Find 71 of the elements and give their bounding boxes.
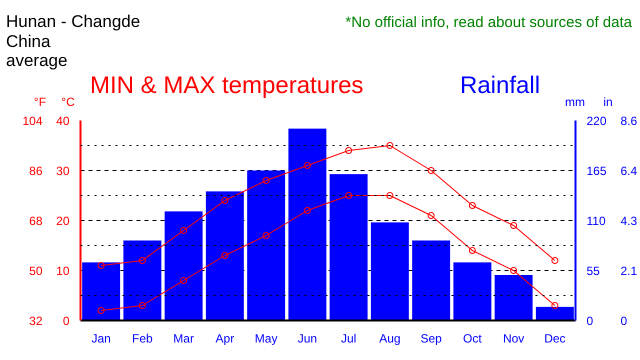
y2-tick-label: 165: [586, 164, 607, 178]
bar: [370, 222, 409, 320]
bar: [123, 240, 162, 320]
chart-title: Hunan - Changde China average: [6, 12, 140, 71]
x-tick-label: Sep: [420, 332, 442, 346]
text: Rainfall: [460, 72, 540, 100]
point: [262, 232, 270, 239]
point: [180, 227, 188, 234]
point: [221, 252, 228, 259]
point: [468, 202, 476, 209]
bar: [412, 240, 450, 320]
x-tick-label: Jun: [298, 332, 318, 346]
y3-tick-label: 50: [29, 264, 43, 278]
text: 8.6: [620, 114, 638, 128]
point: [510, 222, 518, 229]
point: [138, 302, 146, 309]
y-tick-label: 0: [62, 314, 70, 328]
text: 0: [620, 314, 628, 328]
text: 6.4: [620, 164, 638, 178]
y3-tick-label: 104: [22, 114, 43, 128]
y2-tick-label: 55: [586, 264, 600, 278]
point: [428, 212, 435, 219]
x-tick-label: Feb: [132, 332, 154, 346]
text: MIN & MAX temperatures: [90, 72, 364, 100]
text: in: [603, 95, 613, 110]
y2-tick-label: 110: [586, 214, 606, 228]
bar: [288, 128, 326, 320]
bar: [82, 262, 120, 320]
text: 2.1: [620, 264, 638, 278]
point: [221, 197, 228, 204]
y3-tick-label: 86: [29, 164, 43, 178]
point: [428, 167, 435, 174]
y3-tick-label: 68: [29, 214, 43, 228]
y2-axis-title: mm: [565, 95, 585, 110]
y2-tick-label: 0: [586, 314, 594, 328]
x-tick-label: Aug: [379, 332, 401, 346]
bar: [494, 275, 533, 320]
bar: [164, 211, 203, 320]
bar: [453, 262, 492, 320]
point: [345, 147, 352, 154]
point: [386, 142, 394, 149]
y-axis-title: °C: [61, 95, 75, 110]
point: [304, 162, 311, 169]
text: *No official info, read about sources of data: [345, 14, 632, 32]
y-tick-label: 20: [56, 214, 70, 228]
point: [468, 247, 476, 254]
y-tick-label: 40: [56, 114, 70, 128]
bar: [330, 174, 368, 320]
x-tick-label: Apr: [216, 332, 234, 346]
y-tick-label: 30: [56, 164, 70, 178]
y-tick-label: 10: [56, 264, 70, 278]
point: [180, 277, 188, 284]
point: [386, 192, 394, 199]
x-tick-label: Mar: [173, 332, 194, 346]
point: [345, 192, 352, 199]
point: [138, 257, 146, 264]
x-tick-label: Dec: [544, 332, 566, 346]
x-tick-label: Jan: [91, 332, 111, 346]
point: [510, 267, 518, 274]
x-tick-label: Jul: [340, 332, 356, 346]
y2-tick-label: 220: [586, 114, 607, 128]
x-tick-label: Oct: [463, 332, 482, 346]
point: [262, 177, 270, 184]
y3-axis-title: °F: [34, 95, 46, 110]
bar: [206, 191, 244, 320]
x-tick-label: Nov: [502, 332, 524, 346]
y3-tick-label: 32: [29, 314, 43, 328]
text: 4.3: [620, 214, 638, 228]
bar: [247, 170, 286, 320]
x-tick-label: May: [254, 332, 278, 346]
point: [304, 207, 311, 214]
